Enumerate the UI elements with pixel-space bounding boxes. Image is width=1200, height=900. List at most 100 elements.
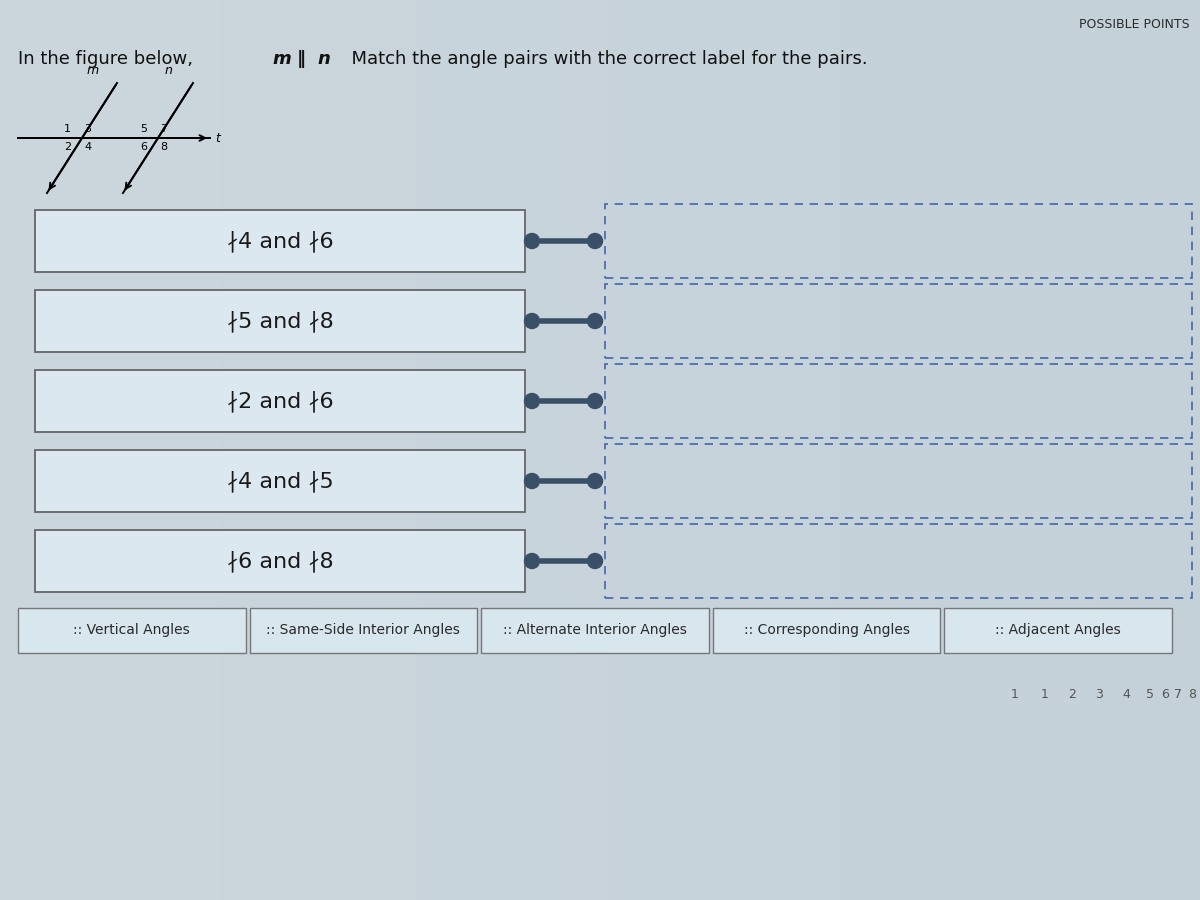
Bar: [252, 0, 258, 900]
Text: n: n: [164, 64, 173, 77]
Circle shape: [588, 393, 602, 409]
Bar: [312, 0, 318, 900]
Text: 8: 8: [1188, 688, 1196, 701]
Text: 1: 1: [64, 123, 71, 133]
FancyBboxPatch shape: [35, 450, 526, 512]
Bar: [564, 0, 570, 900]
Bar: [1074, 0, 1080, 900]
Bar: [144, 0, 150, 900]
Bar: [654, 0, 660, 900]
Text: ∤6 and ∤8: ∤6 and ∤8: [227, 550, 334, 572]
Text: :: Same-Side Interior Angles: :: Same-Side Interior Angles: [266, 623, 461, 637]
Bar: [882, 0, 888, 900]
Bar: [474, 0, 480, 900]
Bar: [936, 0, 942, 900]
Bar: [786, 0, 792, 900]
Bar: [480, 0, 486, 900]
Bar: [432, 0, 438, 900]
Bar: [1128, 0, 1134, 900]
Bar: [792, 0, 798, 900]
Bar: [672, 0, 678, 900]
Bar: [810, 0, 816, 900]
Bar: [60, 0, 66, 900]
Bar: [426, 0, 432, 900]
Bar: [1086, 0, 1092, 900]
Bar: [1140, 0, 1146, 900]
Bar: [1104, 0, 1110, 900]
Bar: [270, 0, 276, 900]
Bar: [636, 0, 642, 900]
Bar: [276, 0, 282, 900]
Bar: [456, 0, 462, 900]
Bar: [528, 0, 534, 900]
Text: 8: 8: [161, 142, 167, 152]
Bar: [1008, 0, 1014, 900]
Bar: [1098, 0, 1104, 900]
Bar: [750, 0, 756, 900]
Circle shape: [524, 473, 540, 489]
Bar: [348, 0, 354, 900]
Bar: [516, 0, 522, 900]
Text: t: t: [215, 131, 220, 145]
Bar: [630, 0, 636, 900]
Bar: [870, 0, 876, 900]
Bar: [780, 0, 786, 900]
Bar: [1188, 0, 1194, 900]
Bar: [6, 0, 12, 900]
Bar: [618, 0, 624, 900]
Bar: [162, 0, 168, 900]
Bar: [330, 0, 336, 900]
Bar: [288, 0, 294, 900]
Circle shape: [524, 554, 540, 569]
FancyBboxPatch shape: [35, 370, 526, 432]
Text: 3: 3: [1096, 688, 1103, 701]
Text: n: n: [317, 50, 330, 68]
Bar: [102, 0, 108, 900]
Bar: [492, 0, 498, 900]
Bar: [186, 0, 192, 900]
Bar: [912, 0, 918, 900]
Circle shape: [588, 554, 602, 569]
Bar: [294, 0, 300, 900]
Bar: [342, 0, 348, 900]
Bar: [624, 0, 630, 900]
Bar: [552, 0, 558, 900]
Bar: [444, 0, 450, 900]
Bar: [696, 0, 702, 900]
Bar: [1002, 0, 1008, 900]
Text: :: Adjacent Angles: :: Adjacent Angles: [995, 623, 1121, 637]
Bar: [234, 0, 240, 900]
Bar: [900, 0, 906, 900]
Bar: [198, 0, 204, 900]
Bar: [804, 0, 810, 900]
Bar: [1044, 0, 1050, 900]
Bar: [72, 0, 78, 900]
Text: 1: 1: [1012, 688, 1019, 701]
Text: 1: 1: [1042, 688, 1049, 701]
Bar: [48, 0, 54, 900]
Text: 3: 3: [84, 123, 91, 133]
Bar: [714, 0, 720, 900]
Bar: [918, 0, 924, 900]
Bar: [1020, 0, 1026, 900]
Text: ‖: ‖: [298, 50, 306, 68]
Bar: [522, 0, 528, 900]
Bar: [846, 0, 852, 900]
Bar: [30, 0, 36, 900]
Bar: [318, 0, 324, 900]
Bar: [1038, 0, 1044, 900]
Text: :: Alternate Interior Angles: :: Alternate Interior Angles: [503, 623, 686, 637]
Bar: [660, 0, 666, 900]
Bar: [264, 0, 270, 900]
Bar: [360, 0, 366, 900]
Bar: [702, 0, 708, 900]
Text: POSSIBLE POINTS: POSSIBLE POINTS: [1079, 18, 1190, 31]
Text: :: Vertical Angles: :: Vertical Angles: [73, 623, 190, 637]
Bar: [648, 0, 654, 900]
Bar: [1068, 0, 1074, 900]
Bar: [246, 0, 252, 900]
Bar: [414, 0, 420, 900]
Bar: [924, 0, 930, 900]
Bar: [1092, 0, 1098, 900]
Bar: [966, 0, 972, 900]
